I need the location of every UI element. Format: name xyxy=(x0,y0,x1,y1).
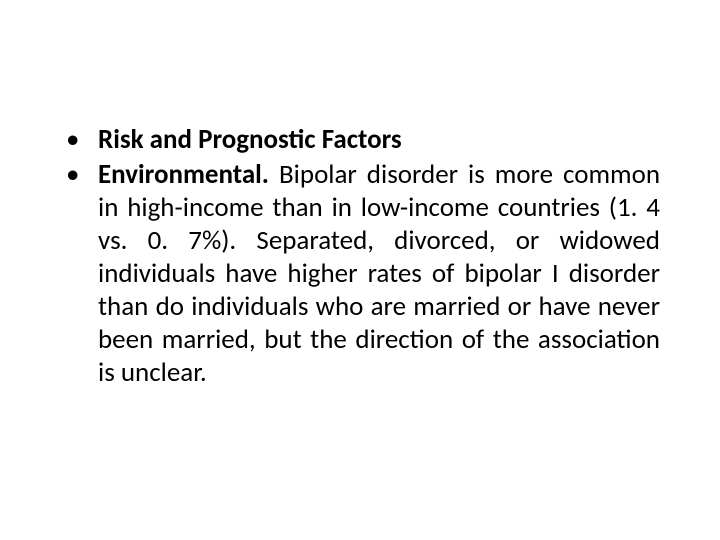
bullet-bold-lead: Environmental. xyxy=(98,158,269,191)
bullet-bold-lead: Risk and Prognostic Factors xyxy=(98,123,402,156)
list-item: Risk and Prognostic Factors xyxy=(60,124,660,157)
bullet-body: Bipolar disorder is more common in high-… xyxy=(98,158,660,389)
bullet-list: Risk and Prognostic Factors Environmenta… xyxy=(60,124,660,390)
list-item: Environmental. Bipolar disorder is more … xyxy=(60,159,660,390)
slide: Risk and Prognostic Factors Environmenta… xyxy=(0,0,720,540)
